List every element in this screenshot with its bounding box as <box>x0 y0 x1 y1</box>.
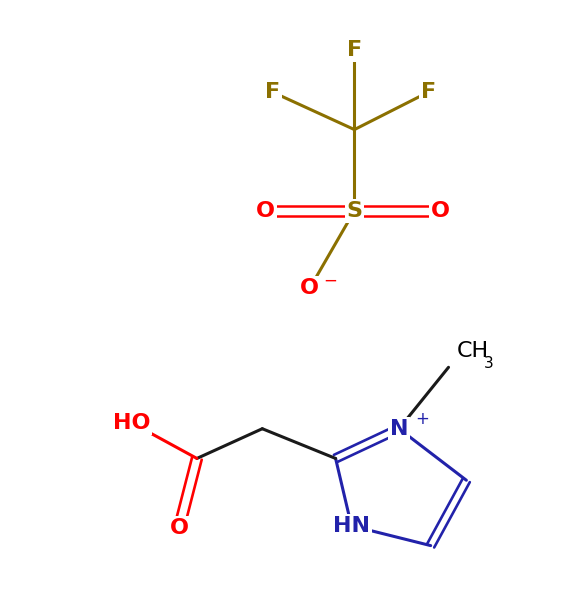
Text: CH: CH <box>456 342 489 362</box>
Text: HN: HN <box>333 516 370 536</box>
Text: O: O <box>255 201 275 221</box>
Text: O: O <box>301 278 319 298</box>
Text: −: − <box>323 271 338 289</box>
Text: O: O <box>169 518 189 537</box>
Text: 3: 3 <box>484 356 494 371</box>
Text: F: F <box>347 40 362 60</box>
Text: S: S <box>346 201 362 221</box>
Text: O: O <box>431 201 450 221</box>
Text: HO: HO <box>113 413 150 433</box>
Text: F: F <box>265 82 280 102</box>
Text: N: N <box>390 419 408 439</box>
Text: F: F <box>421 82 436 102</box>
Text: +: + <box>415 410 429 428</box>
